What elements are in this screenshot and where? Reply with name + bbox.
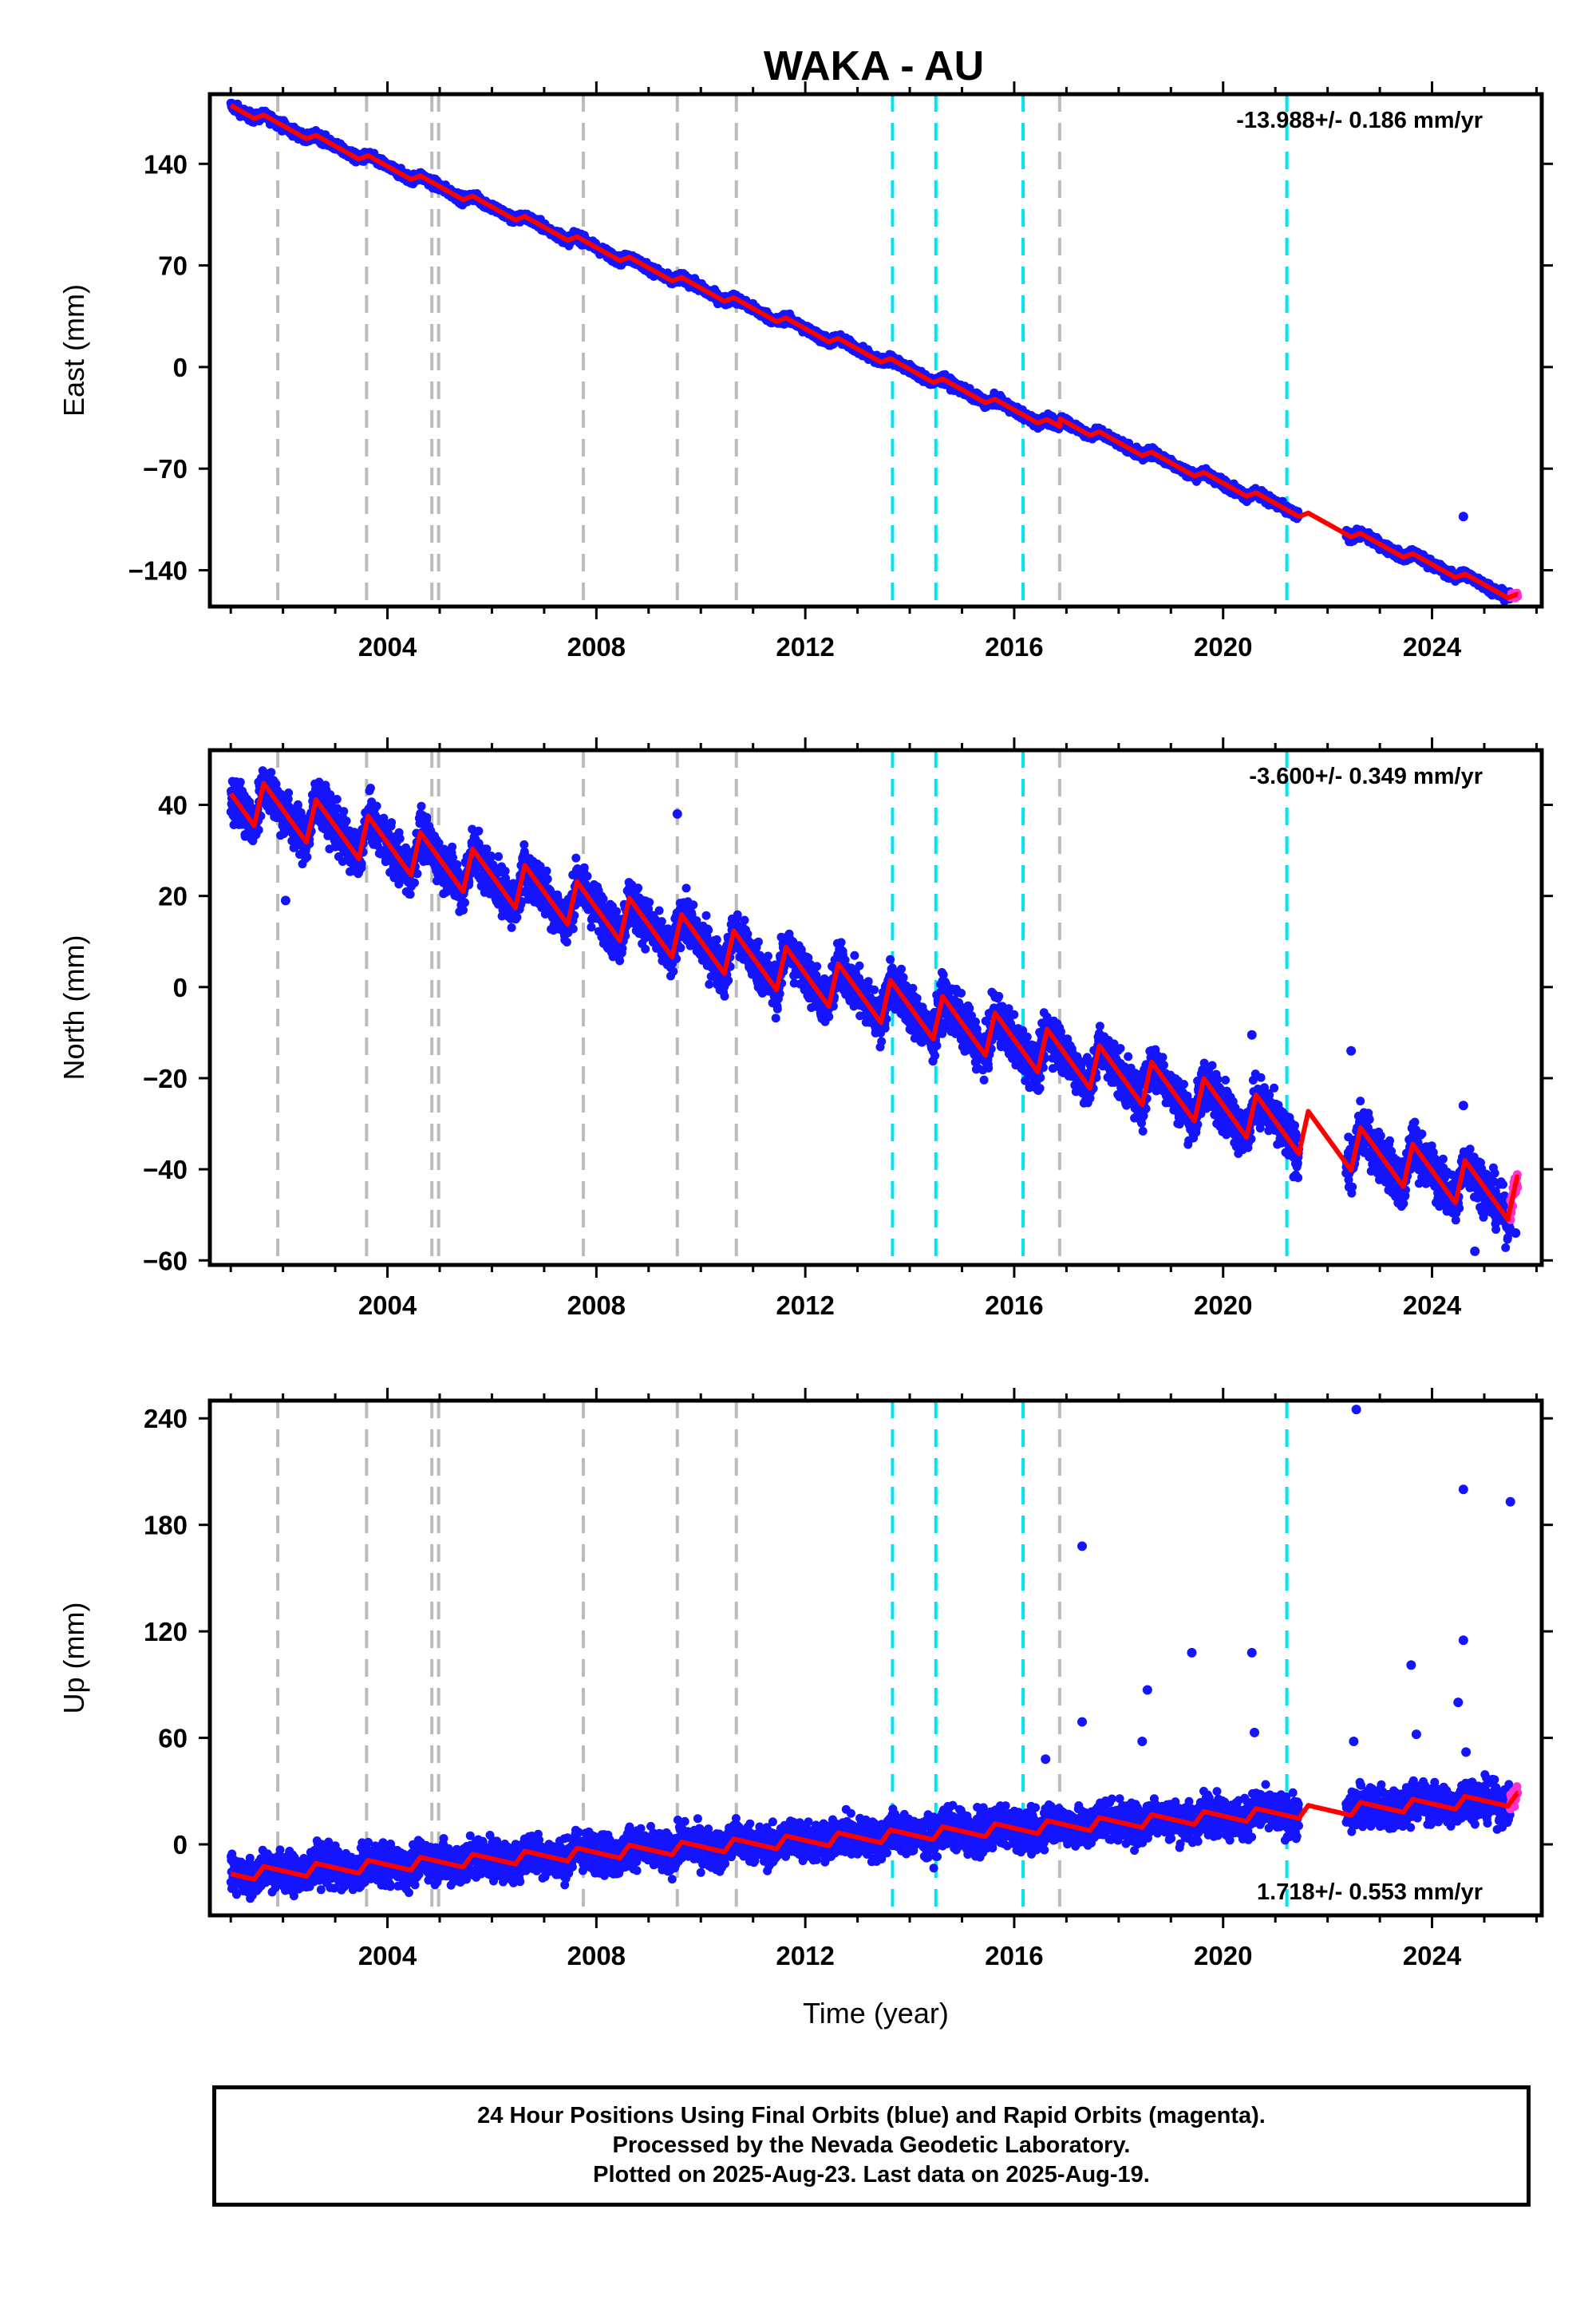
rate-label: 1.718+/- 0.553 mm/yr <box>1257 1879 1483 1905</box>
outlier-point <box>1346 1045 1357 1056</box>
footer-line-3: Plotted on 2025-Aug-23. Last data on 202… <box>593 2162 1150 2188</box>
chart-title: WAKA - AU <box>764 43 984 89</box>
y-tick-label: 70 <box>158 251 188 281</box>
y-axis-label: East (mm) <box>57 284 90 417</box>
outlier-point <box>1453 1697 1464 1708</box>
panel-north: 40 20 0 −20 −40 −60 2004 2008 2012 2016 2020 2024 No… <box>57 737 1553 1320</box>
footer-line-2: Processed by the Nevada Geodetic Laborat… <box>612 2132 1131 2158</box>
x-tick-label: 2024 <box>1403 1941 1462 1970</box>
outlier-point <box>1461 1747 1472 1757</box>
x-tick-label: 2020 <box>1194 1290 1252 1320</box>
x-tick-label: 2004 <box>358 1941 417 1970</box>
y-tick-label: 140 <box>144 149 188 179</box>
outlier-point <box>280 895 290 906</box>
rate-label: -3.600+/- 0.349 mm/yr <box>1249 764 1483 789</box>
outlier-point <box>1351 1405 1361 1415</box>
outlier-point <box>1505 1496 1515 1507</box>
y-tick-label: −40 <box>143 1155 188 1184</box>
outlier-point <box>1246 1647 1257 1658</box>
x-tick-label: 2012 <box>776 1290 834 1320</box>
y-axis-label: North (mm) <box>57 935 90 1081</box>
x-tick-label: 2016 <box>985 1290 1043 1320</box>
panels-group: 140 70 0 −70 −140 2004 2008 2012 2016 2020 2024 Eas… <box>57 81 1553 2029</box>
outlier-point <box>1458 1635 1468 1646</box>
y-tick-label: 20 <box>158 882 188 911</box>
y-tick-label: 180 <box>144 1511 188 1540</box>
plot-frame <box>207 1398 1544 1918</box>
outlier-point <box>1077 1541 1088 1551</box>
y-tick-label: 60 <box>158 1724 188 1753</box>
x-tick-label: 2024 <box>1403 632 1462 662</box>
model-line <box>228 781 1520 1222</box>
outlier-point <box>1246 1030 1257 1040</box>
x-tick-label: 2016 <box>985 632 1043 662</box>
outlier-point <box>1077 1717 1088 1727</box>
plot-area <box>226 1401 1523 1915</box>
x-tick-label: 2012 <box>776 1941 834 1970</box>
outlier-point <box>1349 1737 1359 1747</box>
model-line <box>228 103 1520 601</box>
x-tick-label: 2016 <box>985 1941 1043 1970</box>
outlier-point <box>1406 1660 1416 1670</box>
y-tick-label: 40 <box>158 790 188 820</box>
x-axis-label: Time (year) <box>803 1997 949 2029</box>
y-tick-label: −20 <box>143 1064 188 1093</box>
x-tick-label: 2008 <box>567 632 626 662</box>
panel-up: 240 180 120 60 0 2004 2008 2012 2016 2020 2024 Up (… <box>57 1388 1553 1970</box>
outlier-point <box>1458 1101 1468 1111</box>
outlier-point <box>1411 1729 1421 1740</box>
outlier-point <box>672 808 682 819</box>
panel-east: 140 70 0 −70 −140 2004 2008 2012 2016 2020 2024 Eas… <box>57 81 1553 662</box>
x-tick-label: 2012 <box>776 632 834 662</box>
y-tick-label: −70 <box>143 454 188 484</box>
y-axis-label: Up (mm) <box>57 1603 90 1714</box>
y-tick-label: 0 <box>173 353 188 382</box>
y-tick-label: −140 <box>128 556 188 586</box>
footer-info-box: 24 Hour Positions Using Final Orbits (bl… <box>212 2085 1531 2207</box>
x-tick-label: 2020 <box>1194 1941 1252 1970</box>
outlier-point <box>1511 1228 1521 1239</box>
plot-frame <box>207 92 1544 609</box>
outlier-point <box>1041 1754 1051 1765</box>
x-tick-label: 2008 <box>567 1941 626 1970</box>
model-line <box>228 1790 1520 1882</box>
outlier-point <box>1470 1246 1480 1256</box>
plot-area <box>226 94 1523 607</box>
outlier-point <box>1458 512 1468 522</box>
outlier-point <box>1187 1647 1197 1658</box>
y-tick-label: 120 <box>144 1617 188 1646</box>
outlier-point <box>1142 1685 1152 1695</box>
x-tick-label: 2024 <box>1403 1290 1462 1320</box>
x-tick-label: 2004 <box>358 1290 417 1320</box>
x-tick-label: 2008 <box>567 1290 626 1320</box>
x-tick-label: 2020 <box>1194 632 1252 662</box>
x-tick-label: 2004 <box>358 632 417 662</box>
outlier-point <box>1458 1484 1468 1495</box>
y-tick-label: 0 <box>173 973 188 1002</box>
footer-line-1: 24 Hour Positions Using Final Orbits (bl… <box>477 2103 1266 2128</box>
y-tick-label: −60 <box>143 1246 188 1275</box>
y-tick-label: 240 <box>144 1404 188 1433</box>
y-tick-label: 0 <box>173 1830 188 1860</box>
outlier-point <box>1250 1727 1260 1737</box>
outlier-point <box>1137 1737 1148 1747</box>
rate-label: -13.988+/- 0.186 mm/yr <box>1236 108 1483 133</box>
plot-frame <box>207 748 1544 1267</box>
plot-area <box>226 750 1523 1265</box>
